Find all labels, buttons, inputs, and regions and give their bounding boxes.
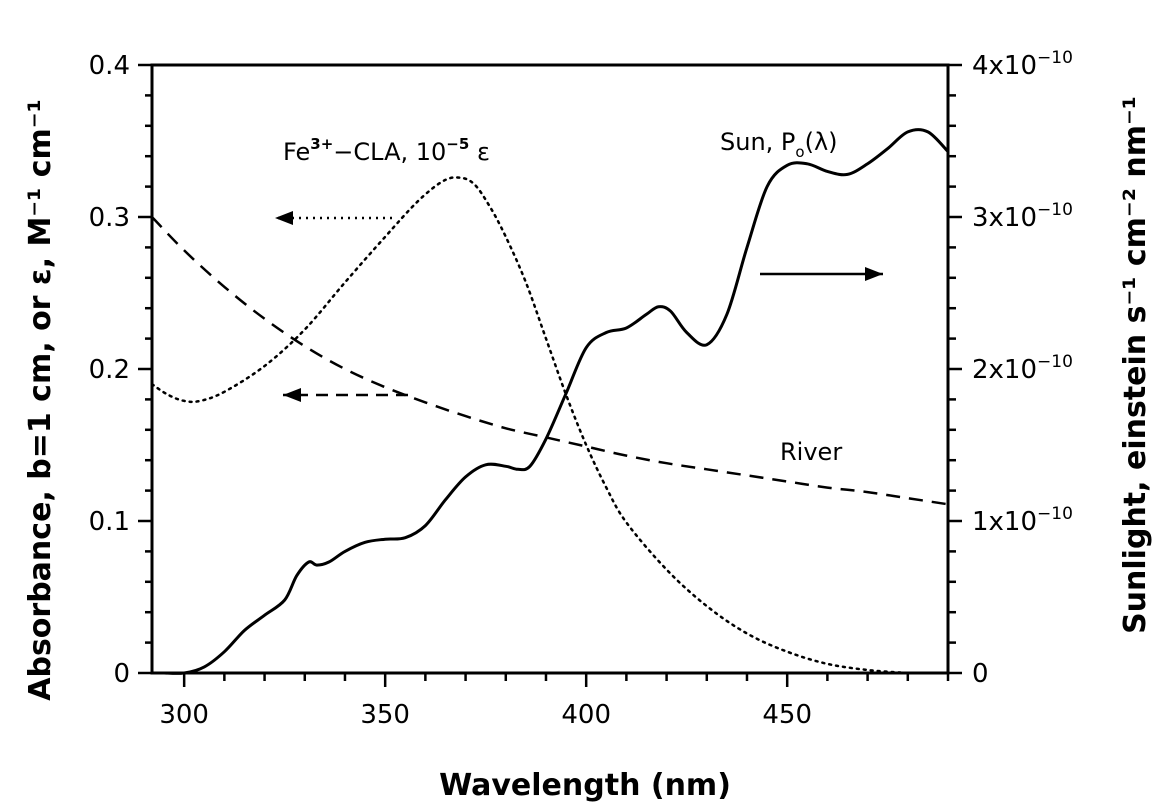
y2-tick-label: 0 xyxy=(972,659,989,689)
y-axis-left: 0 0.1 0.2 0.3 0.4 xyxy=(89,51,152,689)
x-tick-label: 450 xyxy=(762,700,812,730)
x-tick-label: 300 xyxy=(159,700,209,730)
series-line-sunlight xyxy=(164,128,950,675)
y2-tick-label: 3x10−10 xyxy=(972,200,1073,233)
sun-label: Sun, Po(λ) xyxy=(720,128,838,161)
y-axis-title: Absorbance, b=1 cm, or ε, M⁻¹ cm⁻¹ xyxy=(23,99,58,701)
arrow-fe-cla-left-head xyxy=(275,211,293,225)
y2-axis-title: Sunlight, einstein s⁻¹ cm⁻² nm⁻¹ xyxy=(1118,96,1153,634)
y-tick-label: 0.3 xyxy=(89,203,130,233)
series-group xyxy=(150,128,950,675)
y-tick-label: 0.1 xyxy=(89,507,130,537)
series-line-fe-cla-epsilon xyxy=(150,176,910,675)
y-tick-label: 0 xyxy=(113,659,130,689)
annotations: Fe3+−CLA, 10−5 ε Sun, Po(λ) River xyxy=(275,128,883,466)
series-line-river-absorbance xyxy=(151,216,949,506)
x-tick-label: 350 xyxy=(360,700,410,730)
y2-tick-label: 4x10−10 xyxy=(972,48,1073,81)
arrow-river-left-head xyxy=(283,388,301,402)
y2-tick-label: 2x10−10 xyxy=(972,352,1073,385)
river-label: River xyxy=(780,438,842,466)
plot-frame xyxy=(150,63,950,675)
arrow-sun-right-head xyxy=(865,267,883,281)
x-axis: 300 350 400 450 xyxy=(159,673,950,730)
plot-border xyxy=(150,63,950,675)
fe-cla-label: Fe3+−CLA, 10−5 ε xyxy=(283,135,490,166)
y-tick-label: 0.4 xyxy=(89,51,130,81)
y2-tick-label: 1x10−10 xyxy=(972,504,1073,537)
x-tick-label: 400 xyxy=(561,700,611,730)
x-axis-title: Wavelength (nm) xyxy=(439,768,731,803)
y-axis-right: 0 1x10−10 2x10−10 3x10−10 4x10−10 xyxy=(948,48,1073,689)
y-tick-label: 0.2 xyxy=(89,355,130,385)
